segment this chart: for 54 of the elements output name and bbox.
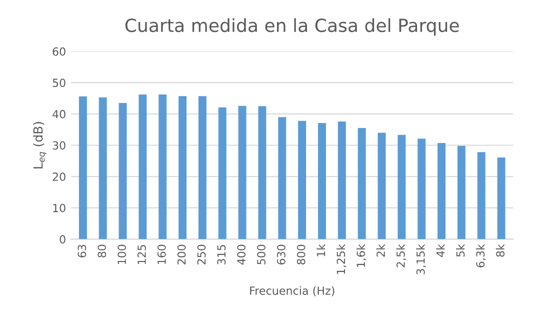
bar [278,117,286,240]
bar [398,134,406,240]
x-tick-label: 2,5k [396,244,406,268]
y-tick-label: 40 [52,110,66,118]
x-tick-label: 2k [376,244,385,257]
x-tick-label: 1,6k [356,244,366,267]
bar [258,106,266,240]
bar [118,103,127,240]
bar [378,132,386,240]
bar [78,96,87,240]
bar [218,107,226,240]
x-tick-label: 80 [98,244,106,258]
y-tick-label: 10 [53,204,66,212]
x-tick-label: 800 [296,244,306,264]
bar [238,106,246,240]
bar [98,97,107,240]
x-tick-label: 125 [138,244,146,264]
bar [477,152,486,240]
bar [457,146,466,240]
x-tick-label: 500 [257,244,266,264]
x-tick-label: 630 [276,244,286,264]
bar [158,94,167,240]
x-tick-label: 5k [456,244,465,257]
bar [418,138,426,240]
x-tick-label: 1,25k [336,244,346,274]
bar [178,96,187,240]
x-tick-label: 315 [217,244,226,264]
y-tick-label: 60 [52,47,66,56]
bar [438,143,446,240]
x-tick-label: 6,3k [476,244,486,268]
bar [358,128,366,240]
x-tick-label: 8k [496,244,505,257]
bar [318,123,326,240]
y-tick-label: 50 [52,78,66,88]
y-tick-label: 30 [52,141,66,150]
chart-title: Cuarta medida en la Casa del Parque [125,18,459,36]
x-axis-title: Frecuencia (Hz) [250,286,334,296]
bar [138,94,147,240]
x-tick-label: 160 [157,244,166,264]
x-tick-label: 1k [316,244,326,256]
bar [198,96,206,240]
y-axis-title: L$_{eq}$ (dB) [33,122,46,168]
bar [497,157,506,240]
x-tick-label: 100 [118,244,126,264]
x-tick-label: 200 [177,244,186,264]
x-tick-label: 250 [197,244,206,264]
x-tick-label: 400 [237,244,246,265]
y-tick-label: 20 [52,172,66,181]
bar [298,120,306,240]
x-tick-label: 63 [78,244,86,258]
bar [338,121,346,240]
y-tick-label: 0 [60,235,66,244]
x-tick-label: 3,15k [416,244,426,274]
x-tick-label: 4k [436,244,445,257]
